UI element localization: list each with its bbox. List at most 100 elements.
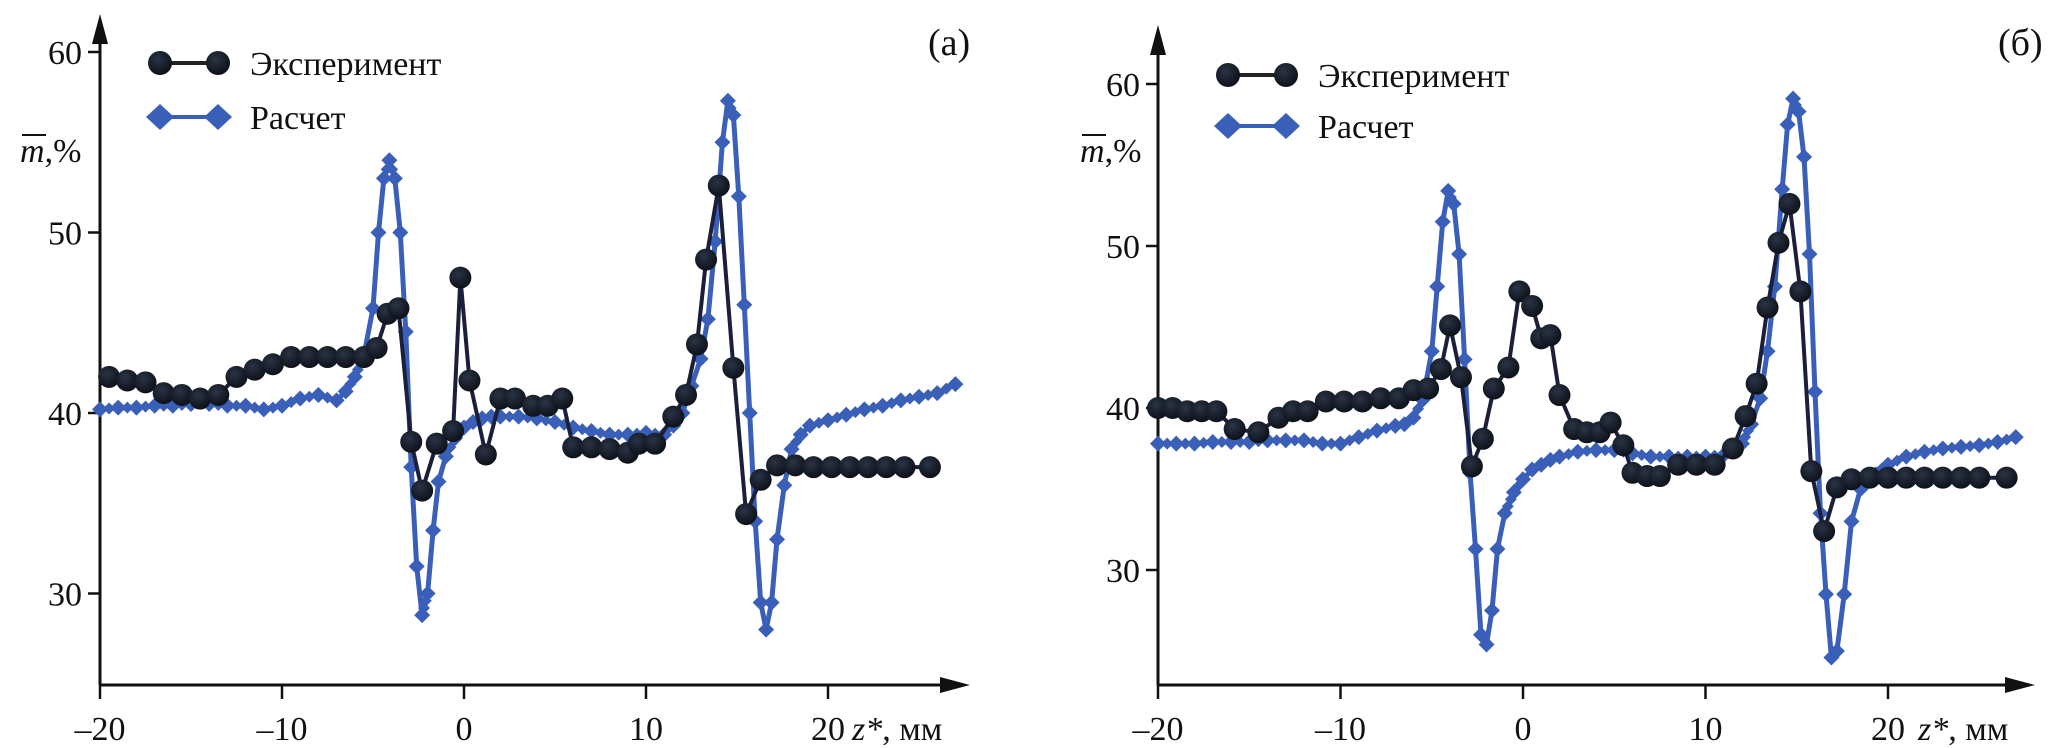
calculation-point — [237, 397, 254, 414]
calculation-point — [1168, 435, 1185, 452]
experiment-point — [1995, 466, 2018, 489]
legend-circle-marker — [206, 51, 230, 75]
experiment-point — [857, 456, 880, 479]
experiment-point — [1789, 280, 1812, 303]
experiment-point — [551, 387, 574, 410]
calculation-point — [792, 426, 809, 443]
panel-b-label: (б) — [1998, 22, 2043, 64]
x-tick-label: 20 — [1871, 711, 1905, 748]
experiment-point — [1734, 405, 1757, 428]
calculation-point — [1828, 643, 1845, 659]
calculation-point — [1642, 448, 1659, 465]
experiment-point — [116, 369, 139, 392]
calculation-point — [1953, 438, 1969, 455]
experiment-point — [1612, 434, 1635, 457]
legend-diamond-marker — [146, 104, 174, 130]
panel-a-legend: Эксперимент Расчет — [146, 46, 441, 137]
panel-b-x-axis-label: z*, мм — [1917, 711, 2008, 748]
experiment-point — [98, 365, 121, 388]
calculation-point — [1964, 440, 1977, 453]
calculation-point — [408, 558, 425, 575]
experiment-point — [1685, 453, 1708, 476]
experiment-point — [1648, 465, 1671, 488]
calculation-point — [769, 531, 786, 548]
calculation-point — [911, 388, 927, 405]
experiment-point — [1548, 384, 1571, 407]
experiment-point — [875, 456, 898, 479]
legend-diamond-marker — [204, 104, 232, 130]
experiment-point — [662, 405, 685, 428]
experiment-point — [580, 436, 603, 459]
calculation-point — [763, 594, 780, 611]
experiment-point — [893, 456, 916, 479]
calculation-point — [1215, 436, 1228, 449]
experiment-point — [627, 432, 650, 455]
experiment-point — [598, 438, 621, 461]
experiment-point — [644, 432, 667, 455]
calculation-point — [1204, 434, 1221, 451]
calculation-line — [1158, 96, 2017, 660]
experiment-point — [1913, 466, 1936, 489]
x-tick-label: –20 — [1132, 711, 1184, 748]
experiment-point — [334, 346, 357, 369]
calculation-point — [2007, 429, 2024, 446]
calculation-point — [1478, 636, 1495, 653]
legend-label-calculation: Расчет — [250, 100, 346, 137]
experiment-point — [411, 479, 434, 502]
experiment-point — [400, 430, 423, 453]
experiment-point — [784, 454, 807, 477]
calculation-point — [714, 134, 731, 151]
y-tick-label: 40 — [48, 396, 82, 433]
calculation-point — [1270, 434, 1283, 447]
experiment-point — [1877, 466, 1899, 489]
calculation-point — [503, 410, 516, 423]
calculation-point — [547, 414, 563, 431]
experiment-point — [503, 387, 526, 410]
experiment-point — [1813, 520, 1836, 543]
experiment-point — [425, 432, 448, 455]
experiment-point — [1460, 455, 1483, 478]
calculation-point — [292, 390, 309, 407]
calculation-point — [1796, 148, 1813, 165]
calculation-point — [110, 399, 127, 416]
calculation-point — [1277, 432, 1294, 449]
legend-circle-marker — [148, 51, 172, 75]
calculation-point — [1843, 513, 1860, 530]
calculation-point — [248, 401, 261, 414]
calculation-point — [820, 412, 836, 429]
experiment-point — [474, 443, 497, 466]
calculation-point — [1515, 471, 1531, 488]
y-tick-label: 60 — [48, 35, 82, 72]
calculation-point — [1288, 434, 1301, 447]
legend-label-experiment: Эксперимент — [250, 46, 441, 83]
experiment-point — [1508, 280, 1531, 303]
y-tick-label: 30 — [1106, 553, 1140, 590]
experiment-point — [458, 369, 481, 392]
experiment-point — [1351, 390, 1374, 413]
x-tick-label: 10 — [1689, 711, 1723, 748]
calculation-point — [1456, 351, 1473, 368]
calculation-point — [103, 402, 116, 415]
experiment-point — [449, 266, 472, 289]
calculation-point — [874, 397, 891, 414]
calculation-point — [1945, 441, 1958, 454]
experiment-point — [722, 356, 745, 379]
experiment-point — [1667, 453, 1690, 476]
calculation-point — [776, 477, 793, 494]
experiment-point — [675, 383, 698, 406]
experiment-point — [225, 365, 248, 388]
experiment-point — [1895, 466, 1918, 489]
panel-a-y-axis-label: m,% — [20, 133, 81, 170]
calculation-point — [1971, 437, 1988, 454]
calculation-point — [758, 621, 775, 638]
calculation-point — [1989, 434, 2006, 451]
calculation-point — [430, 473, 447, 490]
calculation-point — [736, 296, 753, 313]
calculation-point — [752, 594, 769, 611]
experiment-point — [766, 454, 789, 477]
calculation-point — [583, 423, 600, 440]
experiment-point — [170, 383, 193, 406]
experiment-point — [1471, 427, 1494, 450]
panel-a-x-axis-arrow — [940, 677, 970, 693]
